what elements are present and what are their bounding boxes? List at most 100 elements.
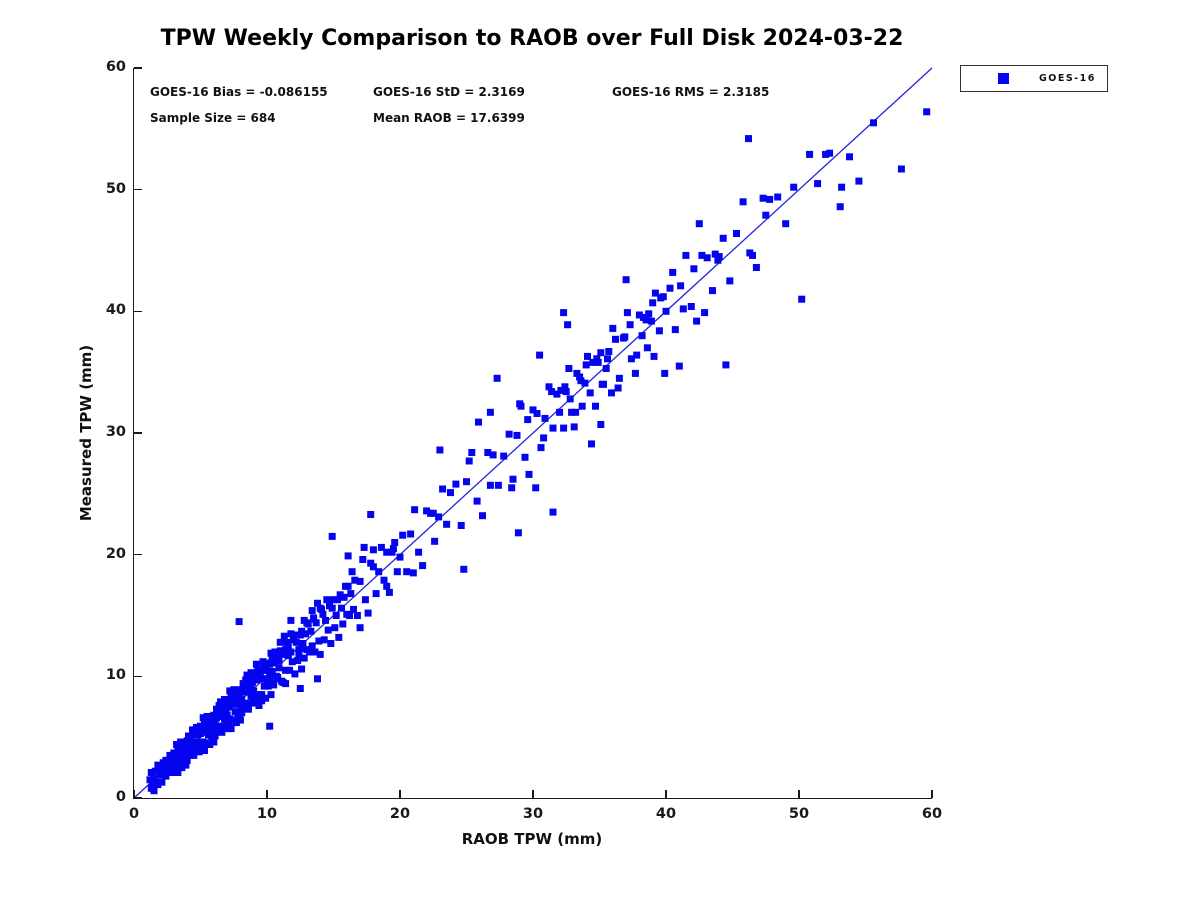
legend-marker-square-icon — [998, 73, 1009, 84]
data-point — [226, 687, 234, 695]
data-point — [614, 384, 622, 392]
data-point — [460, 565, 468, 573]
data-point — [314, 599, 321, 607]
x-axis-label: RAOB TPW (mm) — [461, 830, 603, 848]
y-tick-label: 50 — [105, 180, 126, 197]
data-point — [182, 761, 190, 769]
data-point — [598, 380, 606, 388]
data-point — [157, 764, 165, 772]
data-point — [219, 710, 227, 718]
data-point — [330, 596, 337, 604]
data-point — [435, 513, 443, 521]
y-tick-mark — [134, 553, 142, 556]
data-point — [194, 728, 202, 736]
data-point — [548, 388, 556, 396]
data-point — [486, 408, 494, 416]
data-point — [524, 416, 532, 424]
data-point — [513, 431, 521, 439]
data-point — [327, 640, 335, 647]
data-point — [431, 537, 439, 545]
data-point — [316, 650, 324, 658]
data-point — [328, 532, 336, 540]
data-point — [677, 282, 685, 290]
data-point — [399, 531, 407, 539]
data-point — [279, 678, 287, 686]
data-point — [733, 230, 740, 237]
data-point — [338, 604, 345, 612]
data-point — [287, 648, 295, 656]
data-point — [377, 543, 385, 551]
data-point — [224, 703, 232, 711]
data-point — [189, 747, 196, 754]
data-point — [282, 666, 290, 674]
y-tick-mark — [134, 797, 142, 799]
data-point — [158, 778, 166, 786]
data-point — [295, 650, 303, 658]
data-point — [322, 616, 329, 624]
x-tick-mark — [266, 790, 268, 798]
data-point — [197, 723, 204, 731]
data-point — [287, 630, 295, 638]
data-point — [675, 362, 683, 370]
data-point — [361, 596, 369, 604]
data-point — [553, 390, 561, 398]
data-point — [302, 630, 310, 638]
data-point — [206, 741, 214, 748]
data-point — [393, 568, 401, 576]
data-point — [514, 529, 522, 537]
y-tick-mark — [134, 188, 142, 191]
data-point — [223, 698, 231, 706]
data-point — [247, 669, 255, 677]
data-point — [679, 305, 687, 313]
data-point — [236, 716, 244, 724]
data-point — [484, 449, 492, 456]
y-tick-mark — [134, 432, 142, 434]
data-point — [739, 198, 747, 206]
data-point — [246, 686, 254, 694]
data-point — [687, 303, 695, 310]
data-point — [251, 693, 259, 701]
data-point — [529, 406, 537, 414]
data-point — [556, 408, 564, 416]
data-point — [560, 424, 568, 432]
data-point — [649, 299, 657, 307]
data-point — [682, 251, 690, 259]
data-point — [631, 369, 639, 377]
data-point — [375, 568, 383, 576]
data-point — [174, 769, 182, 776]
data-point — [782, 220, 790, 228]
data-point — [255, 670, 263, 678]
data-point — [638, 332, 646, 340]
data-point — [201, 739, 208, 747]
chart-title: TPW Weekly Comparison to RAOB over Full … — [160, 26, 904, 51]
data-point — [146, 776, 154, 784]
data-point — [315, 637, 323, 645]
data-point — [537, 444, 545, 452]
data-point — [174, 743, 182, 751]
data-point — [715, 253, 723, 261]
data-point — [549, 508, 557, 516]
data-point — [525, 470, 533, 478]
data-point — [209, 736, 216, 744]
data-point — [300, 654, 308, 662]
data-point — [711, 250, 719, 258]
data-point — [344, 552, 352, 560]
x-tick-mark — [665, 790, 667, 798]
data-point — [298, 644, 306, 652]
data-point — [351, 576, 359, 584]
y-tick-label: 60 — [105, 59, 126, 75]
stat-mean-raob: Mean RAOB = 17.6399 — [373, 111, 525, 125]
data-point — [150, 787, 158, 795]
x-tick-mark — [532, 790, 534, 798]
data-point — [465, 457, 473, 465]
data-point — [308, 642, 316, 650]
data-point — [439, 485, 447, 493]
data-point — [662, 307, 670, 315]
data-point — [572, 408, 580, 416]
data-point — [314, 675, 321, 683]
data-point — [280, 632, 288, 640]
data-point — [359, 556, 367, 563]
data-point — [564, 321, 572, 329]
data-point — [244, 703, 252, 711]
y-tick-label: 20 — [105, 545, 126, 562]
